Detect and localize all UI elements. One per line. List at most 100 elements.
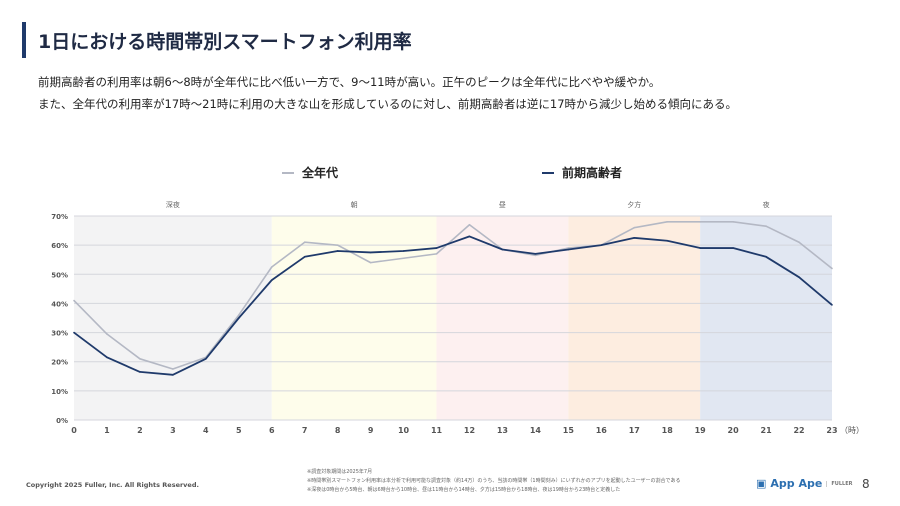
data-point <box>798 241 800 244</box>
brand-sub: FULLER <box>826 480 852 487</box>
data-point <box>798 276 800 279</box>
data-point <box>699 247 701 249</box>
x-tick-label: 5 <box>236 426 242 435</box>
data-point <box>732 247 734 249</box>
x-tick-label: 14 <box>530 426 542 435</box>
data-point <box>336 244 339 246</box>
y-tick-label: 10% <box>51 388 68 396</box>
x-tick-label: 6 <box>269 426 275 435</box>
x-tick-label: 17 <box>629 426 640 435</box>
x-tick-label: 21 <box>761 426 773 435</box>
data-point <box>831 304 833 306</box>
y-tick-label: 40% <box>51 300 68 308</box>
data-point <box>567 248 570 251</box>
x-tick-label: 23 <box>826 426 837 435</box>
x-tick-label: 8 <box>335 426 341 435</box>
data-point <box>633 237 636 239</box>
x-tick-label: 0 <box>71 426 77 435</box>
data-point <box>303 255 306 258</box>
x-tick-label: 13 <box>497 426 508 435</box>
data-point <box>567 247 570 249</box>
app-ape-logo: ▣ App Ape FULLER <box>756 477 852 490</box>
y-tick-label: 50% <box>51 271 68 279</box>
band-label: 夕方 <box>627 200 641 209</box>
data-point <box>732 221 734 223</box>
data-point <box>205 358 207 360</box>
data-point <box>402 250 405 252</box>
x-tick-label: 9 <box>368 426 374 435</box>
band-朝 <box>271 216 437 420</box>
x-tick-label: 22 <box>793 426 804 435</box>
data-point <box>633 226 636 229</box>
app-ape-icon: ▣ <box>756 477 767 490</box>
brand-name: App Ape <box>770 477 823 490</box>
data-point <box>765 255 767 258</box>
x-tick-label: 20 <box>728 426 740 435</box>
y-tick-label: 70% <box>51 213 68 221</box>
band-夜 <box>700 216 832 420</box>
data-point <box>172 368 174 370</box>
legend-label: 前期高齢者 <box>562 166 623 180</box>
x-tick-label: 18 <box>662 426 674 435</box>
y-tick-label: 0% <box>56 417 68 425</box>
band-label: 夜 <box>763 200 770 209</box>
legend-swatch-all-ages <box>282 171 294 174</box>
y-tick-label: 30% <box>51 330 68 338</box>
x-tick-label: 2 <box>137 426 143 435</box>
x-tick-label: 4 <box>203 426 209 435</box>
band-label: 昼 <box>499 201 506 209</box>
copyright: Copyright 2025 Fuller, Inc. All Rights R… <box>26 481 199 489</box>
data-point <box>270 279 273 281</box>
data-point <box>139 358 141 360</box>
data-point <box>501 248 504 251</box>
x-tick-label: 3 <box>170 426 176 435</box>
data-point <box>73 331 75 334</box>
footnote: ※深夜は0時台から5時台、朝は6時台から10時台、昼は11時台から14時台、夕方… <box>307 487 621 493</box>
series-line-all-ages <box>73 221 833 370</box>
x-tick-label: 16 <box>596 426 608 435</box>
y-tick-label: 20% <box>51 359 68 367</box>
band-label: 朝 <box>351 201 358 209</box>
legend-label: 全年代 <box>302 166 339 180</box>
data-point <box>468 223 471 226</box>
data-point <box>666 239 669 242</box>
page-title: 1日における時間帯別スマートフォン利用率 <box>38 31 412 53</box>
data-point <box>172 374 174 376</box>
x-unit-label: （時） <box>840 426 864 435</box>
data-point <box>237 314 240 316</box>
x-tick-label: 7 <box>302 426 308 435</box>
data-point <box>699 221 701 223</box>
data-point <box>336 250 339 252</box>
footnote: ※時間帯別スマートフォン利用率は本分析で利用可能な調査対象（約14万）のうち、当… <box>307 478 681 484</box>
y-tick-label: 60% <box>51 242 68 250</box>
x-tick-label: 19 <box>695 426 707 435</box>
page-number: 8 <box>862 477 870 491</box>
x-tick-label: 12 <box>464 426 475 435</box>
data-point <box>237 317 240 319</box>
data-point <box>765 225 767 227</box>
band-label: 深夜 <box>166 200 180 209</box>
data-point <box>303 241 306 244</box>
data-point <box>534 253 537 255</box>
data-point <box>270 266 273 268</box>
footnote: ※調査対象期間は2025年7月 <box>307 469 373 475</box>
description-line-2: また、全年代の利用率が17時〜21時に利用の大きな山を形成しているのに対し、前期… <box>38 97 738 111</box>
data-point <box>106 333 108 335</box>
x-tick-label: 1 <box>104 426 110 435</box>
legend-item-all-ages: 全年代 <box>282 164 338 181</box>
data-point <box>600 244 603 246</box>
x-tick-label: 11 <box>431 426 443 435</box>
band-深夜 <box>74 216 272 420</box>
data-point <box>106 356 108 359</box>
x-tick-label: 10 <box>398 426 410 435</box>
data-point <box>402 257 405 260</box>
description-line-1: 前期高齢者の利用率は朝6〜8時が全年代に比べ低い一方で、9〜11時が高い。正午の… <box>38 75 661 89</box>
band-夕方 <box>568 216 701 420</box>
series-line-early-elderly <box>73 235 833 376</box>
data-point <box>831 267 833 270</box>
data-point <box>435 253 438 255</box>
data-point <box>369 251 372 254</box>
data-point <box>666 221 669 223</box>
title-accent-bar <box>22 22 26 58</box>
